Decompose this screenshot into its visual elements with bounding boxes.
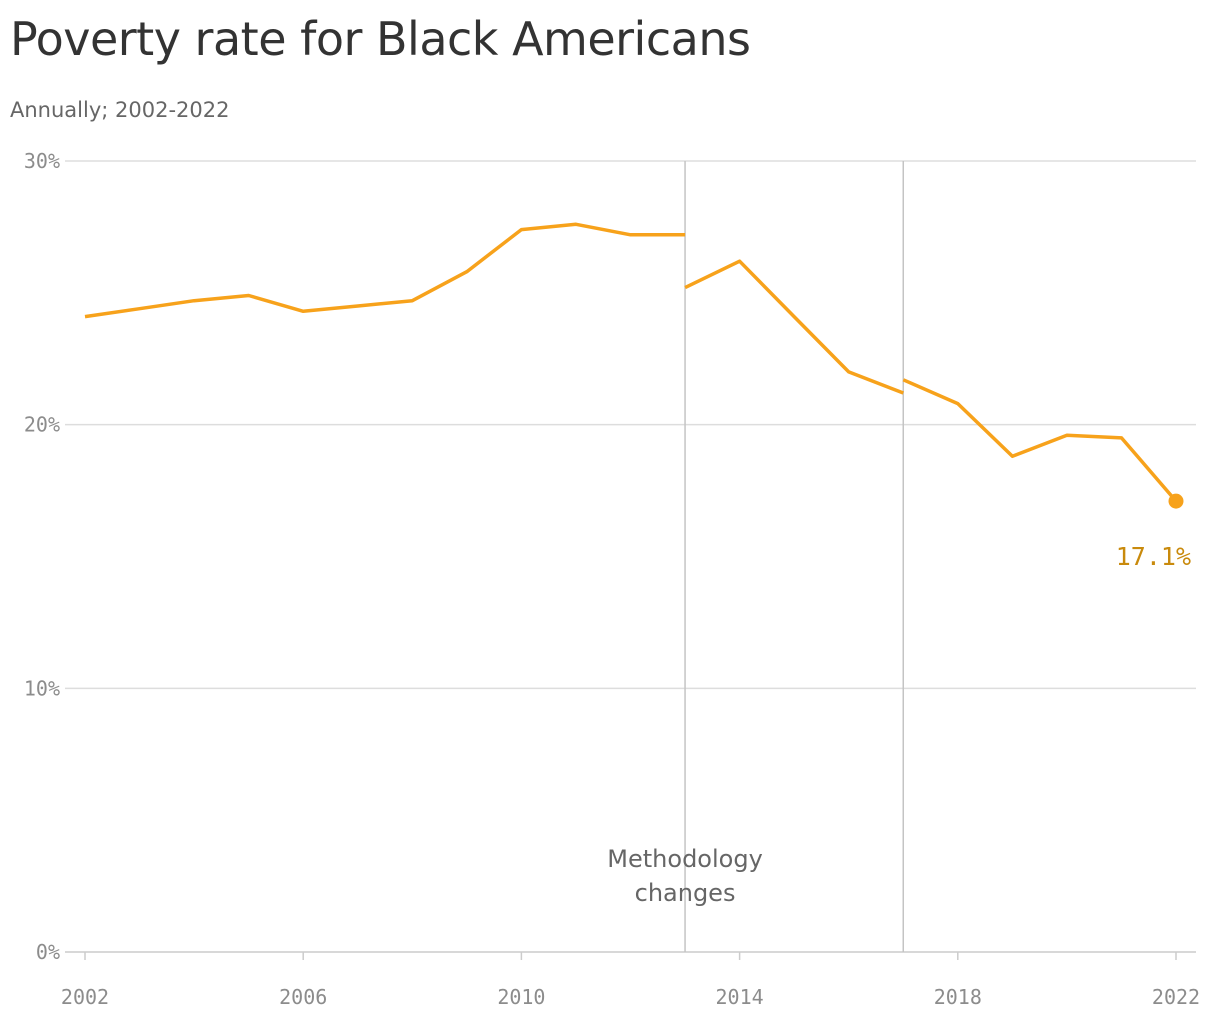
x-tick-label: 2018 [934,985,982,1009]
y-tick-label: 30% [24,149,60,173]
chart-title: Poverty rate for Black Americans [10,12,751,66]
series-line-segment [902,378,1178,503]
axes: 0% 10% 20% 30% 2002 2006 2010 2014 2018 2022 [24,149,1200,1009]
x-tick-label: 2006 [279,985,327,1009]
annotation-line: Methodology [607,845,762,873]
y-tick-label: 0% [36,940,60,964]
series-line-segment [84,222,686,319]
x-tick-label: 2014 [716,985,764,1009]
end-point-marker [1168,493,1184,509]
poverty-rate-series [84,222,1178,503]
chart-subtitle: Annually; 2002-2022 [10,98,230,122]
x-tick-label: 2022 [1152,985,1200,1009]
annotation-line: changes [635,879,736,907]
series-line-segment [684,259,904,395]
y-tick-label: 10% [24,676,60,700]
x-tick-label: 2002 [61,985,109,1009]
methodology-annotation: Methodology changes [607,845,762,907]
gridlines [65,160,1196,953]
end-point-group: 17.1% [1116,493,1191,571]
x-tick-label: 2010 [497,985,545,1009]
end-point-label: 17.1% [1116,542,1191,571]
y-tick-label: 20% [24,413,60,437]
methodology-reference-lines [684,161,904,952]
